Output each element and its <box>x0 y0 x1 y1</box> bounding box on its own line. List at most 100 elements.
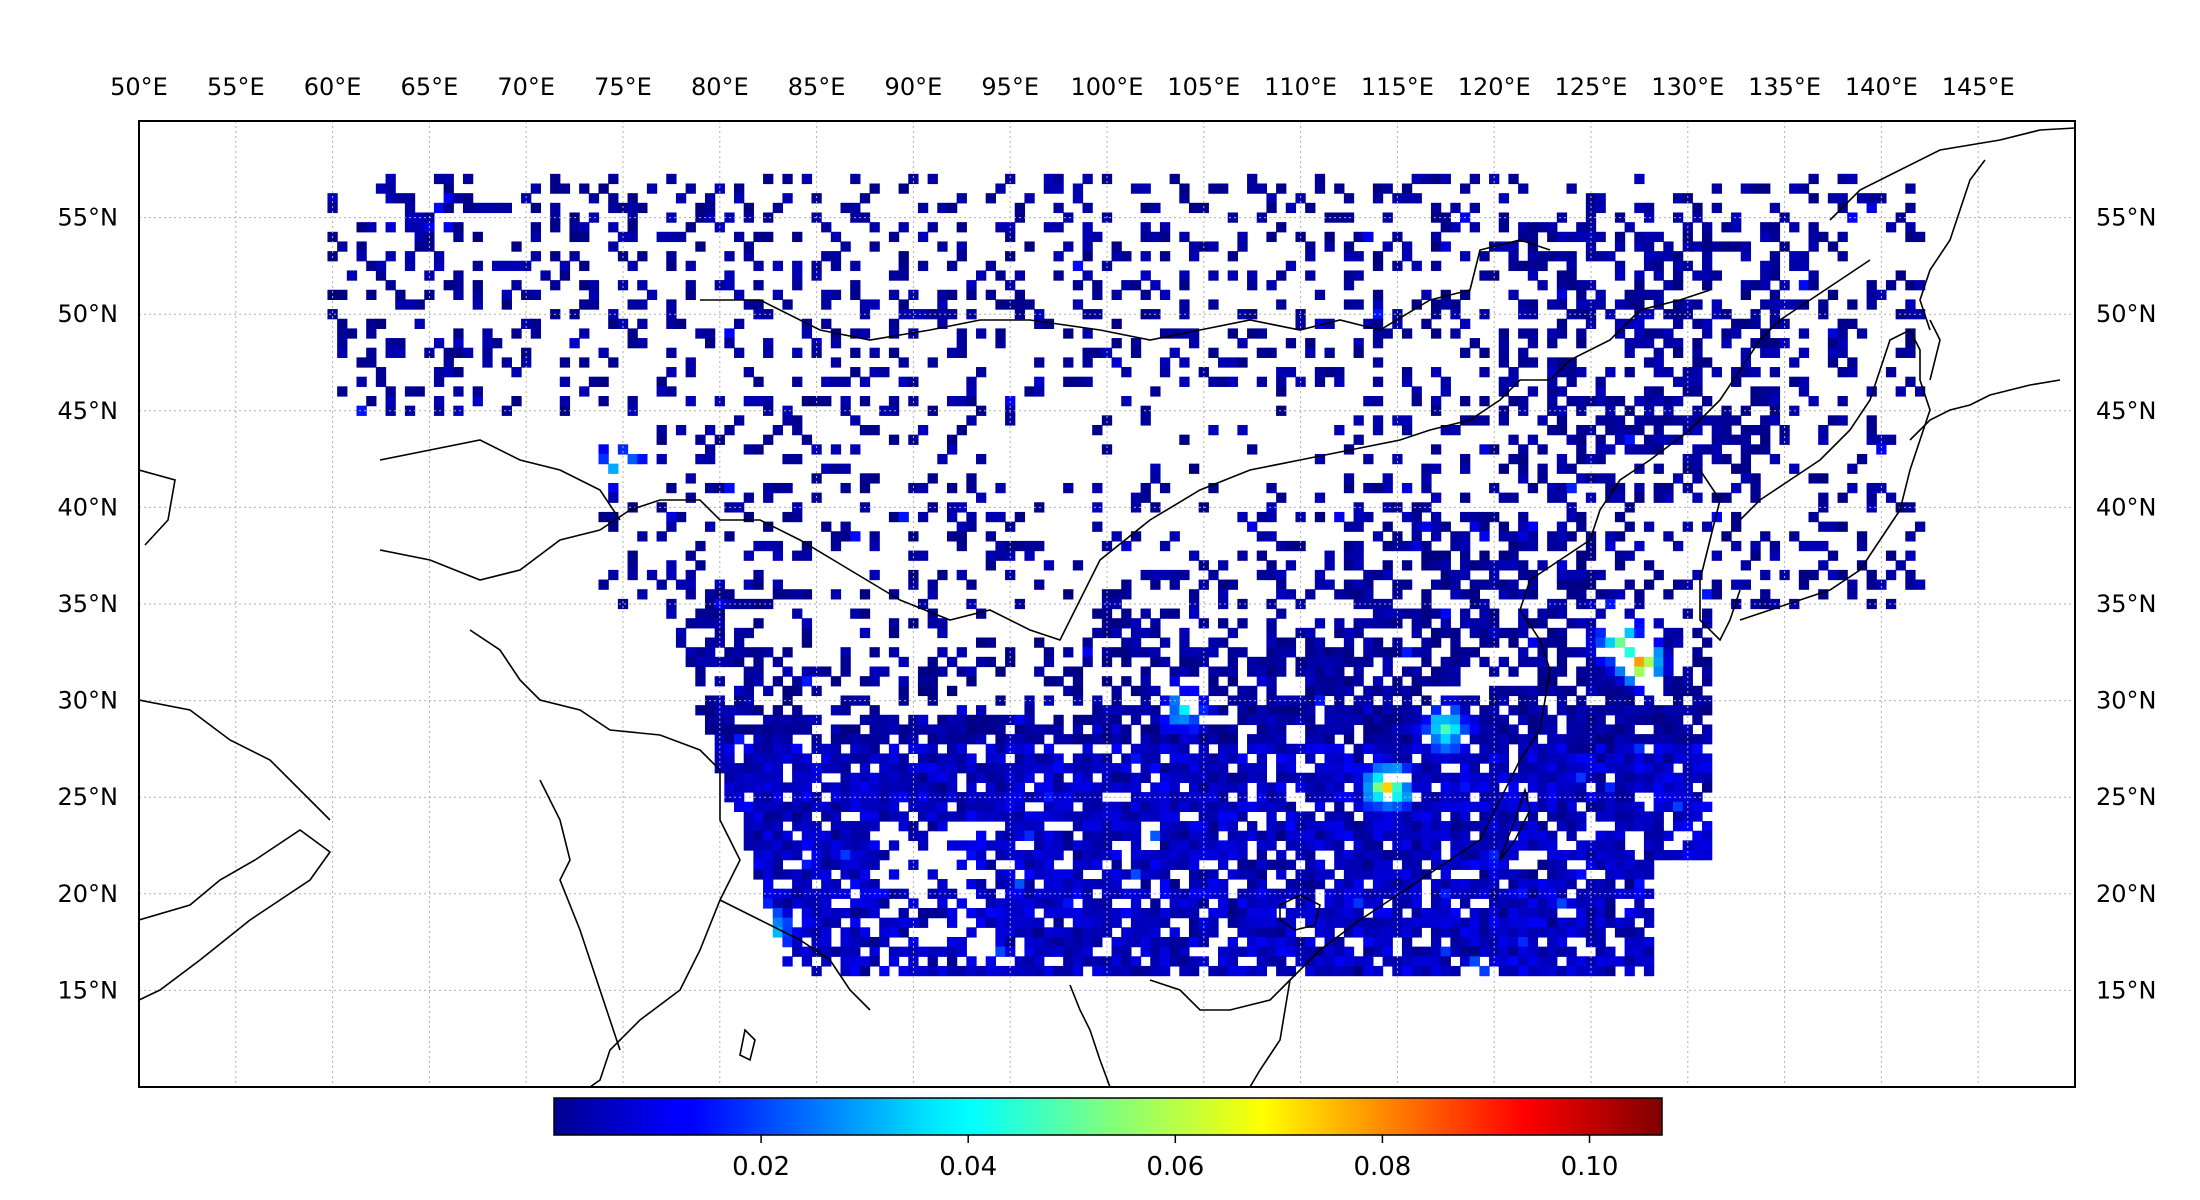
heatmap-cell <box>1189 203 1199 213</box>
heatmap-cell <box>947 744 957 754</box>
heatmap-cell <box>1508 927 1518 937</box>
heatmap-cell <box>1266 666 1276 676</box>
heatmap-cell <box>879 782 889 792</box>
heatmap-cell <box>1731 464 1741 474</box>
heatmap-cell <box>1160 483 1170 493</box>
heatmap-cell <box>628 396 638 406</box>
heatmap-cell <box>1615 811 1625 821</box>
heatmap-cell <box>589 290 599 300</box>
heatmap-cell <box>1015 203 1025 213</box>
heatmap-cell <box>1441 299 1451 309</box>
heatmap-cell <box>647 290 657 300</box>
heatmap-cell <box>1634 802 1644 812</box>
heatmap-cell <box>1208 666 1218 676</box>
heatmap-cell <box>1508 454 1518 464</box>
heatmap-cell <box>1528 918 1538 928</box>
colorbar-tick-label: 0.02 <box>732 1152 790 1182</box>
heatmap-cell <box>1518 715 1528 725</box>
heatmap-cell <box>1615 850 1625 860</box>
heatmap-cell <box>463 174 473 184</box>
heatmap-cell <box>1508 541 1518 551</box>
heatmap-cell <box>986 657 996 667</box>
heatmap-cell <box>1189 860 1199 870</box>
heatmap-cell <box>1576 734 1586 744</box>
heatmap-cell <box>1179 734 1189 744</box>
heatmap-cell <box>1237 860 1247 870</box>
heatmap-cell <box>860 927 870 937</box>
heatmap-cell <box>937 782 947 792</box>
heatmap-cell <box>1760 396 1770 406</box>
heatmap-cell <box>608 319 618 329</box>
heatmap-cell <box>1083 232 1093 242</box>
heatmap-cell <box>734 348 744 358</box>
heatmap-cell <box>1024 879 1034 889</box>
heatmap-cell <box>1518 222 1528 232</box>
heatmap-cell <box>1218 811 1228 821</box>
heatmap-cell <box>1276 541 1286 551</box>
heatmap-cell <box>1470 802 1480 812</box>
heatmap-cell <box>1034 666 1044 676</box>
heatmap-cell <box>831 850 841 860</box>
heatmap-cell <box>1218 753 1228 763</box>
heatmap-cell <box>589 299 599 309</box>
heatmap-cell <box>1208 638 1218 648</box>
heatmap-cell <box>966 811 976 821</box>
heatmap-cell <box>1528 328 1538 338</box>
heatmap-cell <box>773 860 783 870</box>
heatmap-cell <box>1760 531 1770 541</box>
heatmap-cell <box>1034 724 1044 734</box>
heatmap-cell <box>995 724 1005 734</box>
heatmap-cell <box>1276 647 1286 657</box>
heatmap-cell <box>1567 850 1577 860</box>
heatmap-cell <box>1838 251 1848 261</box>
heatmap-cell <box>637 251 647 261</box>
heatmap-cell <box>995 869 1005 879</box>
heatmap-cell <box>1305 908 1315 918</box>
heatmap-cell <box>1692 792 1702 802</box>
heatmap-cell <box>1431 232 1441 242</box>
colorbar-ticks: 0.02 0.04 0.06 0.08 0.10 <box>732 1135 1618 1182</box>
heatmap-cell <box>1044 850 1054 860</box>
heatmap-cell <box>1789 222 1799 232</box>
heatmap-cell <box>1460 860 1470 870</box>
heatmap-cell <box>1237 338 1247 348</box>
heatmap-cell <box>763 483 773 493</box>
heatmap-cell <box>802 638 812 648</box>
heatmap-cell <box>1402 541 1412 551</box>
heatmap-cell <box>1305 686 1315 696</box>
heatmap-cell <box>1237 840 1247 850</box>
heatmap-cell <box>1547 386 1557 396</box>
heatmap-cell <box>1092 609 1102 619</box>
heatmap-cell <box>1547 947 1557 957</box>
heatmap-cell <box>724 251 734 261</box>
heatmap-cell <box>1160 290 1170 300</box>
heatmap-cell <box>1179 840 1189 850</box>
heatmap-cell <box>792 724 802 734</box>
heatmap-cell <box>1141 966 1151 976</box>
heatmap-cell <box>1460 705 1470 715</box>
heatmap-cell <box>1470 724 1480 734</box>
heatmap-cell <box>1024 386 1034 396</box>
heatmap-cell <box>1344 580 1354 590</box>
heatmap-cell <box>870 222 880 232</box>
heatmap-cell <box>705 647 715 657</box>
heatmap-cell <box>1741 473 1751 483</box>
heatmap-cell <box>1034 357 1044 367</box>
heatmap-cell <box>889 773 899 783</box>
heatmap-cell <box>1654 570 1664 580</box>
heatmap-cell <box>1344 966 1354 976</box>
heatmap-cell <box>502 261 512 271</box>
heatmap-cell <box>1479 744 1489 754</box>
heatmap-cell <box>1325 676 1335 686</box>
heatmap-cell <box>1354 831 1364 841</box>
heatmap-cell <box>1450 657 1460 667</box>
heatmap-cell <box>1112 869 1122 879</box>
heatmap-cell <box>753 580 763 590</box>
heatmap-cell <box>1053 927 1063 937</box>
heatmap-cell <box>821 666 831 676</box>
heatmap-cell <box>1344 879 1354 889</box>
heatmap-cell <box>1644 966 1654 976</box>
heatmap-cell <box>1712 425 1722 435</box>
heatmap-cell <box>957 328 967 338</box>
heatmap-cell <box>724 763 734 773</box>
